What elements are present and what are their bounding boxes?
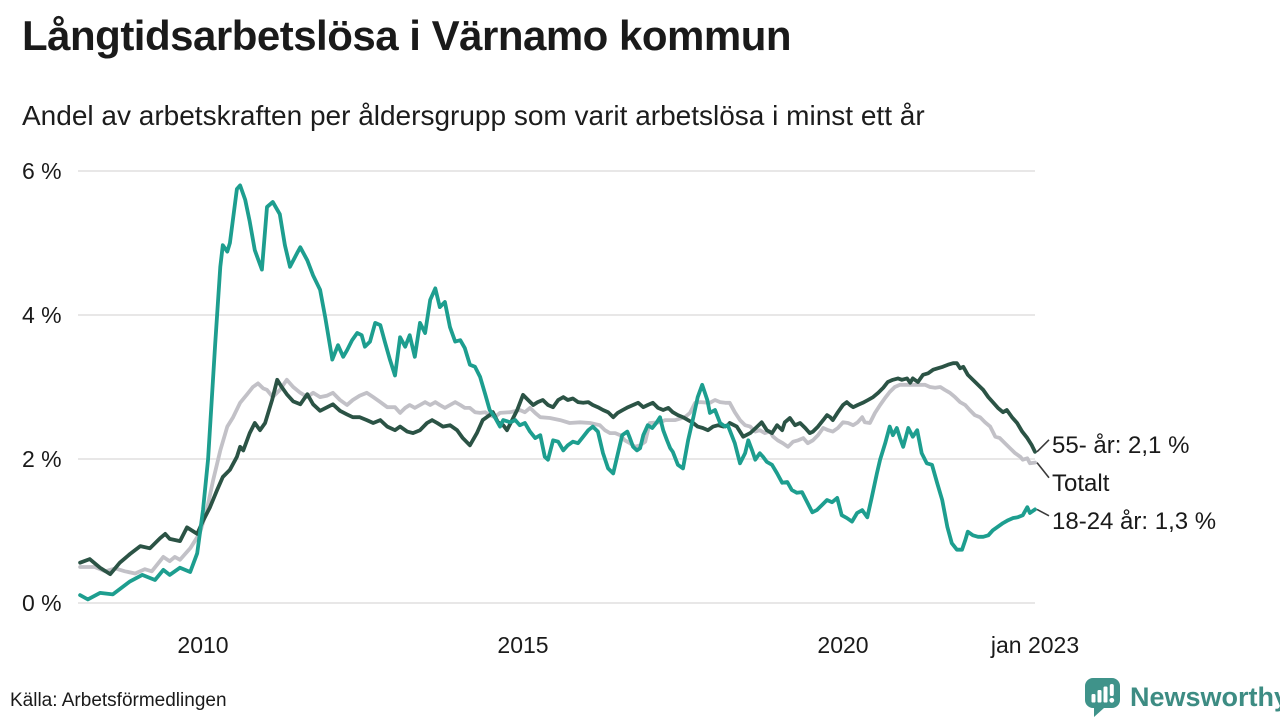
series-end-label-Totalt: Totalt [1052,469,1110,497]
page-title: Långtidsarbetslösa i Värnamo kommun [22,12,792,59]
x-axis-tick-label: 2020 [817,632,869,658]
newsworthy-logo: Newsworthy [1083,677,1280,717]
chart-subtitle: Andel av arbetskraften per åldersgrupp s… [22,100,925,131]
x-axis-tick-label: jan 2023 [990,632,1080,658]
series-line-18-24-r [78,183,1037,602]
newsworthy-icon [1083,677,1121,717]
y-axis-tick-label: 6 % [22,158,62,184]
end-label-tick-Totalt [1036,462,1050,479]
end-label-tick-18-24-r [1036,508,1050,517]
series-end-label-18-24-r: 18-24 år: 1,3 % [1052,507,1217,535]
source-note: Källa: Arbetsförmedlingen [10,690,227,711]
y-axis-tick-label: 0 % [22,590,62,616]
series-line-55-r [78,361,1037,577]
x-axis-tick-label: 2010 [177,632,229,658]
newsworthy-wordmark: Newsworthy [1130,681,1280,712]
x-axis-tick-label: 2015 [497,632,549,658]
series-end-label-55-r: 55- år: 2,1 % [1052,431,1190,459]
y-axis-tick-label: 4 % [22,302,62,328]
end-label-tick-55-r [1036,439,1050,453]
y-axis-tick-label: 2 % [22,446,62,472]
